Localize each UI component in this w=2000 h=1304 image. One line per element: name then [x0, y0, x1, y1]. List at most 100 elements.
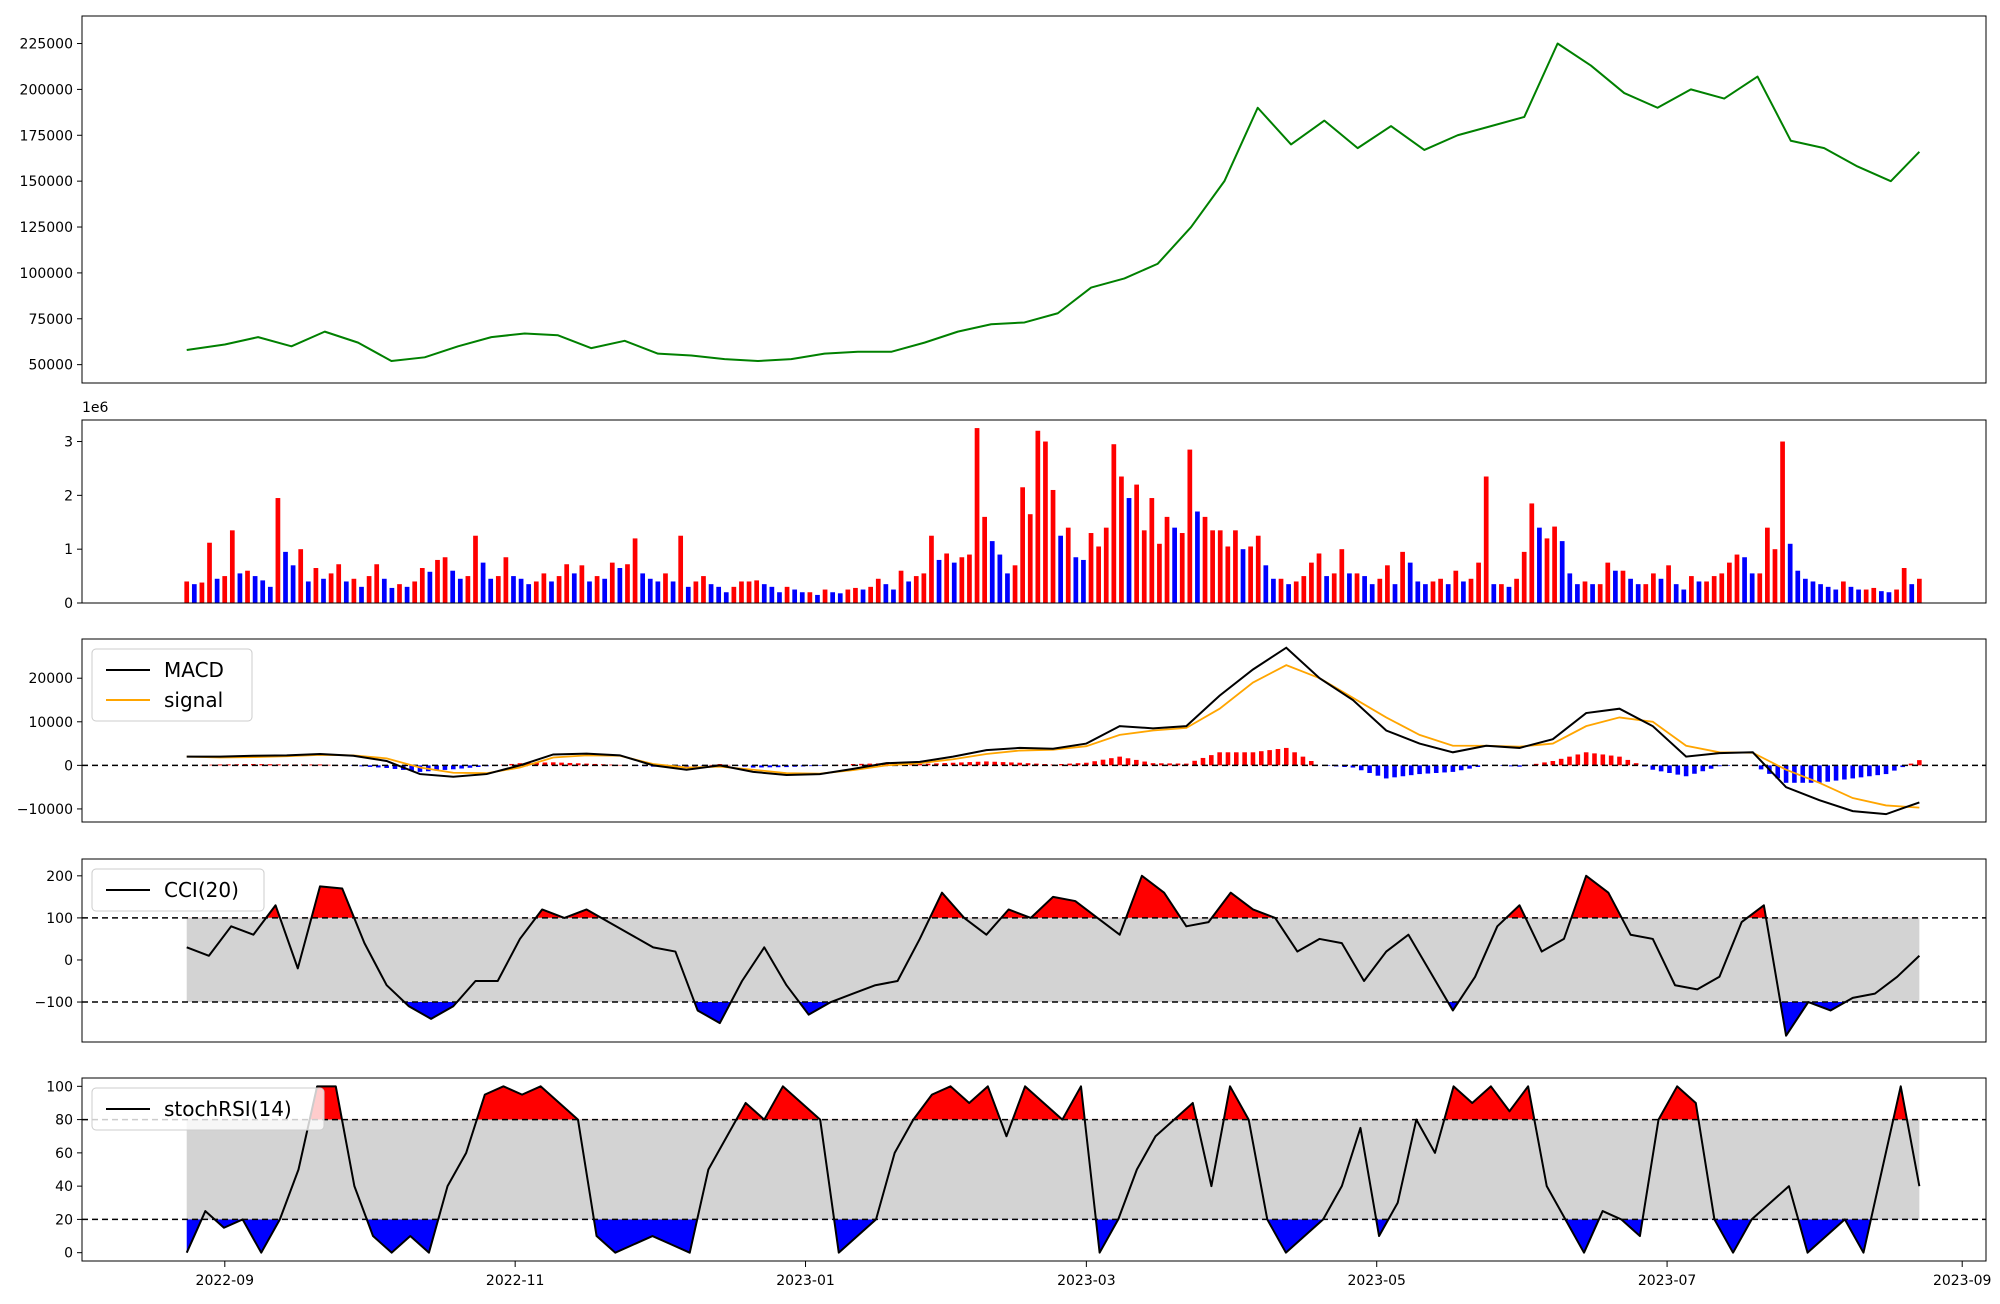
volume-bar: [1575, 584, 1580, 603]
volume-bar: [1605, 563, 1610, 603]
volume-bar: [458, 579, 463, 603]
volume-bar: [481, 563, 486, 603]
volume-bar: [359, 587, 364, 603]
volume-bar: [1423, 584, 1428, 603]
volume-bar: [1286, 584, 1291, 603]
volume-bar: [1529, 503, 1534, 603]
volume-bar: [1393, 584, 1398, 603]
volume-bar: [488, 579, 493, 603]
volume-bar: [1005, 573, 1010, 603]
macd-hist-bar: [1442, 765, 1447, 772]
volume-bar: [1339, 549, 1344, 603]
macd-hist-bar: [1017, 763, 1022, 766]
volume-bar: [276, 498, 281, 603]
macd-hist-bar: [1676, 765, 1681, 774]
cci-ytick-label: 100: [46, 911, 73, 927]
volume-bar: [1119, 477, 1124, 603]
macd-hist-bar: [1451, 765, 1456, 772]
volume-bar: [572, 573, 577, 603]
volume-bar: [1453, 571, 1458, 603]
volume-bar: [291, 565, 296, 603]
signal-line: [187, 665, 1920, 807]
volume-bar: [1545, 538, 1550, 603]
volume-bar: [344, 581, 349, 603]
macd-hist-bar: [1367, 765, 1372, 773]
volume-frame: [82, 420, 1986, 603]
volume-bar: [496, 576, 501, 603]
price-ytick-label: 75000: [28, 312, 73, 328]
volume-bar: [1491, 584, 1496, 603]
volume-bar: [1598, 584, 1603, 603]
volume-bar: [1127, 498, 1132, 603]
volume-bar: [686, 587, 691, 603]
volume-bar: [1864, 590, 1869, 603]
volume-bar: [1537, 528, 1542, 603]
macd-line: [187, 648, 1920, 814]
volume-bar: [428, 572, 433, 603]
volume-bar: [1347, 573, 1352, 603]
volume-bar: [1081, 560, 1086, 603]
volume-bar: [990, 541, 995, 603]
volume-bar: [929, 536, 934, 603]
volume-bar: [1750, 573, 1755, 603]
volume-bar: [1469, 579, 1474, 603]
price-panel: 5000075000100000125000150000175000200000…: [20, 16, 1986, 383]
volume-bar: [762, 584, 767, 603]
volume-bar: [1704, 581, 1709, 603]
macd-hist-bar: [1226, 752, 1231, 765]
volume-bar: [1294, 581, 1299, 603]
macd-ytick-label: −10000: [17, 802, 73, 818]
macd-hist-bar: [1626, 760, 1631, 765]
volume-bar: [770, 587, 775, 603]
volume-bar: [329, 573, 334, 603]
volume-bar: [1241, 549, 1246, 603]
volume-bar: [777, 592, 782, 603]
macd-hist-bar: [1284, 748, 1289, 765]
volume-bar: [1355, 573, 1360, 603]
macd-hist-bar: [1401, 765, 1406, 776]
volume-bar: [1909, 584, 1914, 603]
volume-bar: [1309, 563, 1314, 603]
volume-bar: [1225, 546, 1230, 603]
volume-bar: [1324, 576, 1329, 603]
volume-bar: [602, 579, 607, 603]
volume-bar: [283, 552, 288, 603]
volume-bar: [1408, 563, 1413, 603]
volume-bar: [876, 579, 881, 603]
volume-bar: [701, 576, 706, 603]
volume-bar: [1089, 533, 1094, 603]
volume-scale-label: 1e6: [82, 400, 109, 416]
volume-ytick-label: 3: [64, 435, 73, 451]
volume-bar: [1735, 555, 1740, 603]
volume-bar: [192, 584, 197, 603]
macd-hist-bar: [1242, 752, 1247, 765]
volume-bar: [633, 538, 638, 603]
volume-bar: [618, 568, 623, 603]
volume-bar: [1567, 573, 1572, 603]
volume-bar: [868, 587, 873, 603]
volume-bar: [1826, 587, 1831, 603]
volume-bar: [298, 549, 303, 603]
macd-hist-bar: [768, 765, 773, 767]
volume-bar: [1218, 530, 1223, 603]
macd-hist-bar: [1601, 754, 1606, 765]
volume-bar: [542, 573, 547, 603]
volume-bar: [1841, 581, 1846, 603]
macd-hist-bar: [1384, 765, 1389, 778]
volume-bar: [648, 579, 653, 603]
volume-bar: [952, 563, 957, 603]
volume-bar: [1377, 579, 1382, 603]
macd-hist-bar: [1101, 760, 1106, 766]
volume-bar: [1795, 571, 1800, 603]
macd-hist-bar: [1667, 765, 1672, 773]
x-tick-label: 2023-01: [776, 1273, 835, 1289]
volume-bar: [815, 595, 820, 603]
volume-bar: [1659, 579, 1664, 603]
macd-hist-bar: [1209, 755, 1214, 765]
macd-ytick-label: 20000: [28, 671, 73, 687]
macd-hist-bar: [1559, 759, 1564, 766]
volume-bar: [405, 587, 410, 603]
macd-legend-label: MACD: [164, 658, 224, 682]
volume-bar: [587, 581, 592, 603]
macd-hist-bar: [1884, 765, 1889, 774]
